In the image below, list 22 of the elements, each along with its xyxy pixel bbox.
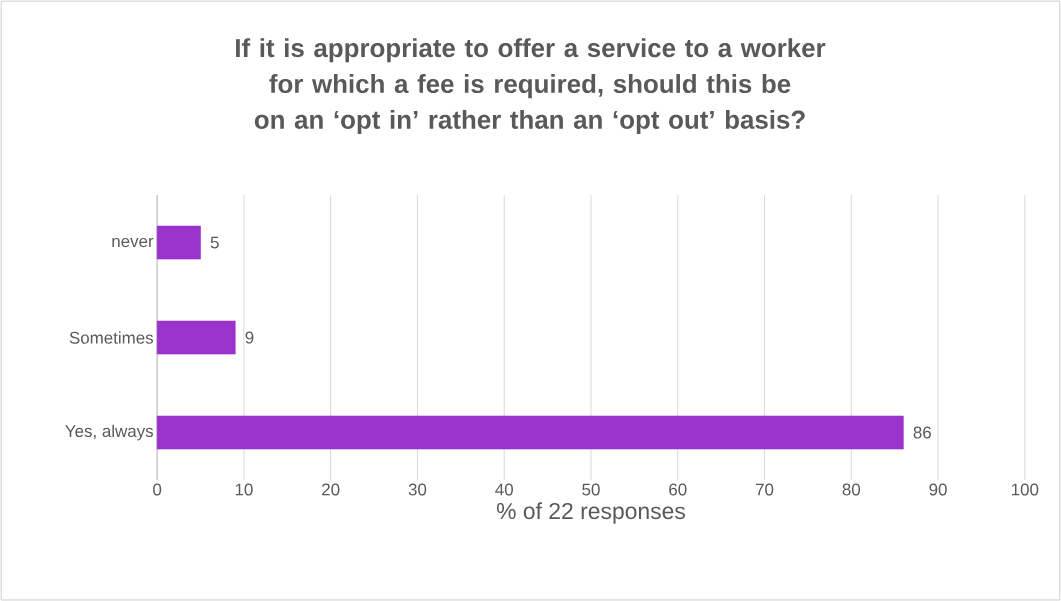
x-tick-label: 70: [755, 483, 774, 496]
y-tick-label: Sometimes: [69, 331, 154, 344]
chart-title: If it is appropriate to offer a service to a worker for which a fee is required, should this be on an ‘opt in’ rather than an ‘opt out’ basis?: [236, 38, 826, 134]
x-tick-label: 10: [235, 483, 253, 496]
x-axis-title: % of 22 responses: [496, 502, 685, 524]
bar: [156, 225, 201, 260]
data-label: 86: [913, 426, 931, 439]
y-tick-label: Yes, always: [65, 424, 154, 441]
x-tick-label: 90: [929, 483, 947, 496]
x-tick-label: 100: [1012, 483, 1039, 496]
data-label: 9: [245, 331, 254, 344]
x-tick-label: 50: [582, 483, 600, 496]
y-tick-label: never: [112, 237, 154, 248]
x-tick-label: 40: [495, 483, 513, 496]
x-tick-label: 60: [669, 483, 687, 496]
x-tick-label: 20: [322, 483, 340, 496]
data-label: 5: [210, 236, 219, 249]
bar: [156, 415, 904, 450]
x-tick-label: 30: [408, 483, 427, 496]
bar: [156, 320, 236, 355]
x-tick-label: 0: [153, 483, 162, 496]
x-tick-label: 80: [842, 483, 861, 496]
